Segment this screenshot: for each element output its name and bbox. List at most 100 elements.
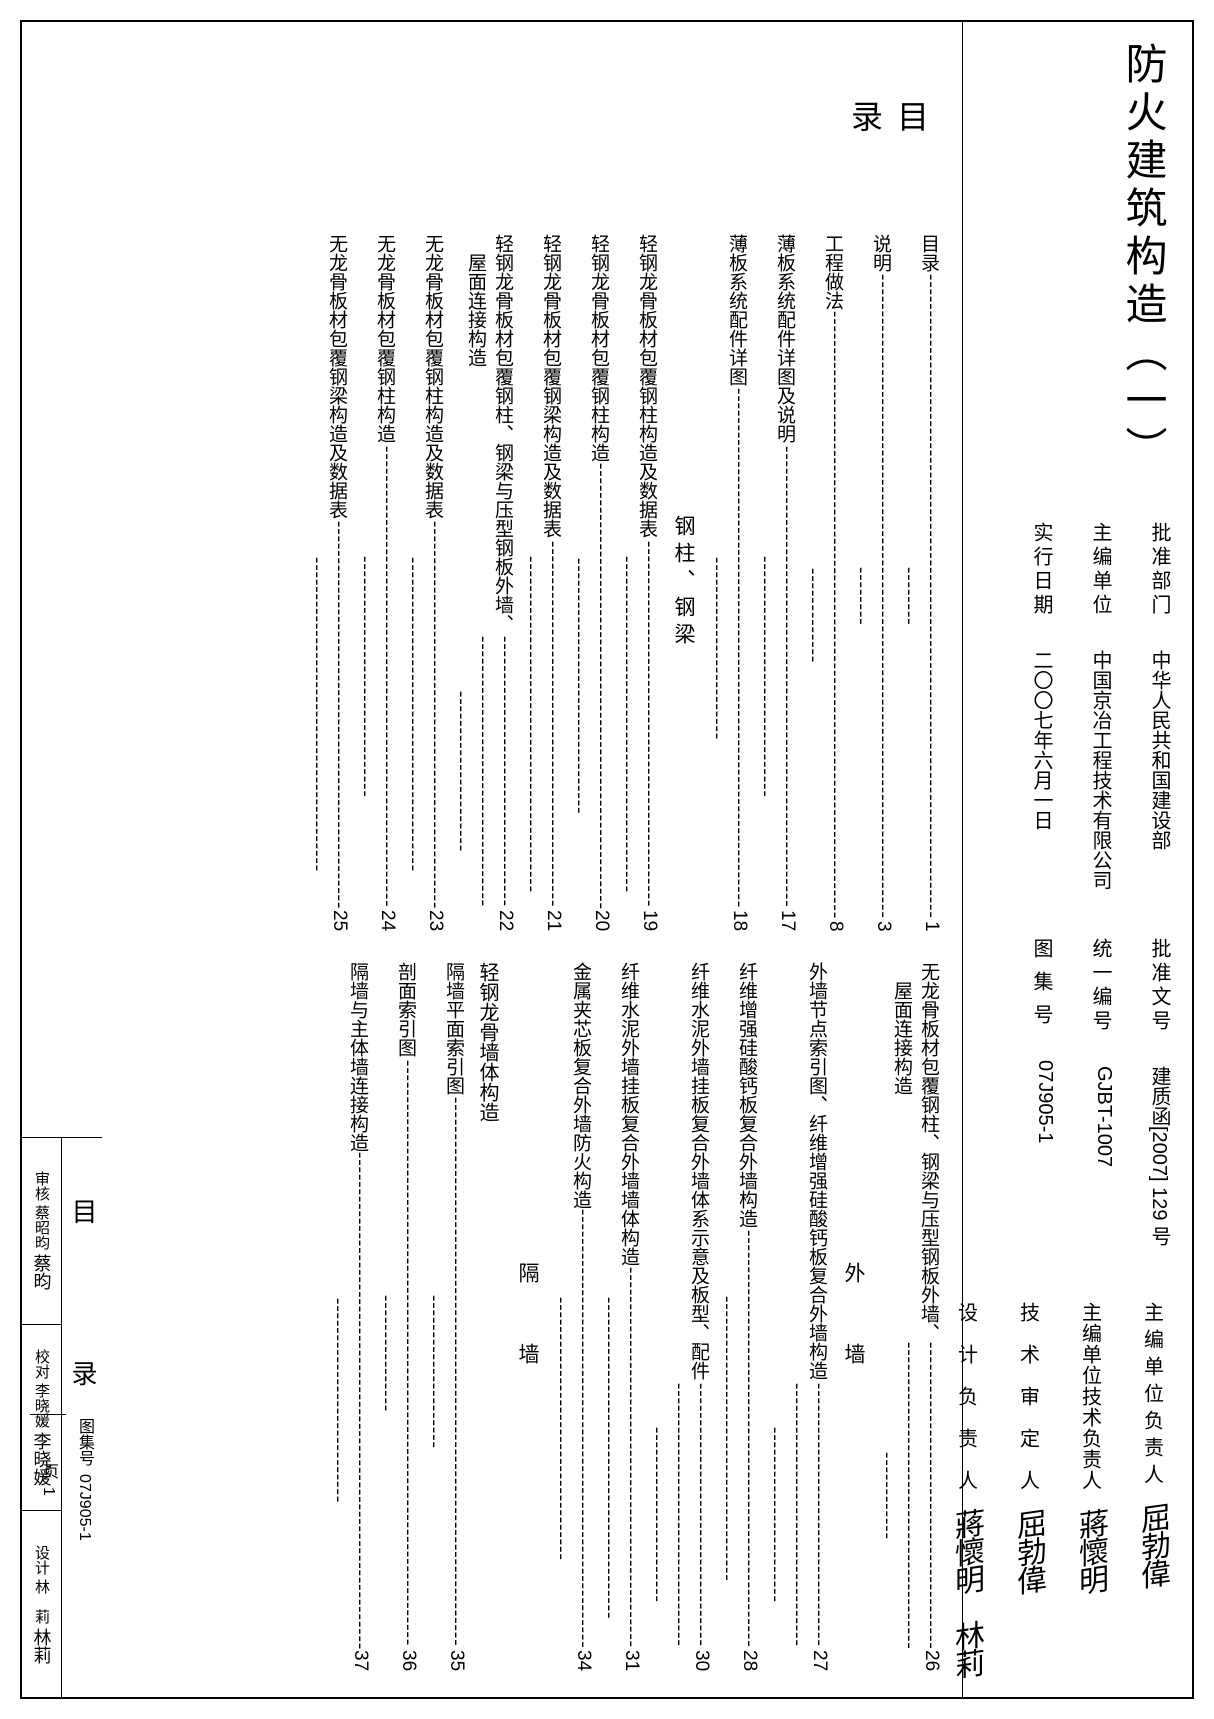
header-info-block: 防火建筑构造（一） 批准部门 中华人民共和国建设部 主编单位 中国京冶工程技术有… — [981, 42, 1174, 1246]
header-left-col: 批准部门 中华人民共和国建设部 主编单位 中国京冶工程技术有限公司 实行日期 二… — [981, 522, 1174, 890]
hdr-label: 统一编号 — [1086, 938, 1115, 1034]
toc-entry-text: 轻钢龙骨板材包覆钢柱构造及数据表 — [616, 234, 660, 538]
toc-leader — [550, 1209, 594, 1650]
toc-subheading: 钢柱、钢梁 — [668, 234, 698, 932]
signature-icon: 蔡昀 — [29, 1254, 55, 1290]
hdr-unified-no: 统一编号 GJBT-1007 — [1086, 938, 1115, 1246]
toc-entry-page: 1 — [898, 921, 942, 932]
signature-icon: 屈勃偉 — [1006, 1506, 1050, 1596]
document-title: 防火建筑构造（一） — [981, 42, 1174, 474]
toc-entry-text: 无龙骨板材包覆钢梁构造及数据表 — [306, 234, 350, 519]
hdr-approval-no: 批准文号 建质函[2007] 129 号 — [1145, 938, 1174, 1246]
toc-entry-page: 17 — [754, 910, 798, 931]
toc-entry-page: 22 — [450, 910, 516, 931]
toc-entry-page: 37 — [327, 1650, 371, 1671]
signature-icon: 蔣懷明 — [1068, 1506, 1112, 1596]
check-role: 设计 — [31, 1545, 52, 1575]
toc-entry-text: 隔墙平面索引图 — [423, 962, 467, 1095]
check-role: 校对 — [31, 1349, 52, 1379]
toc-leader — [754, 443, 798, 910]
toc-entry-text: 外墙节点索引图、纤维增强硅酸钙板复合外墙构造 — [764, 962, 830, 1380]
hdr-label: 批准部门 — [1145, 522, 1174, 618]
toc-leader — [876, 1342, 942, 1650]
sig-tech: 主编单位技术负责人 蔣懷明 — [1068, 1302, 1112, 1593]
toc-entry: 轻钢龙骨板材包覆钢柱构造及数据表 19 — [616, 234, 660, 932]
signature-icon: 蔣懷明 林莉 — [944, 1506, 988, 1680]
toc-leader — [850, 272, 894, 921]
landscape-sheet: 防火建筑构造（一） 批准部门 中华人民共和国建设部 主编单位 中国京冶工程技术有… — [22, 22, 1192, 1697]
toc-entry-text: 无龙骨板材包覆钢柱构造 — [354, 234, 398, 443]
check-name: 李晓媛 — [31, 1383, 52, 1428]
hdr-value: 中国京冶工程技术有限公司 — [1086, 650, 1115, 890]
toc-entry: 无龙骨板材包覆钢柱、钢梁与压型钢板外墙、 屋面连接构造26 — [876, 962, 942, 1671]
toc-entry-page: 3 — [850, 921, 894, 932]
toc-entry: 无龙骨板材包覆钢柱构造24 — [354, 234, 398, 932]
toc-entry-page: 19 — [616, 910, 660, 931]
hdr-label: 图 集 号 — [1027, 938, 1056, 1028]
toc-column-2: 无龙骨板材包覆钢柱、钢梁与压型钢板外墙、 屋面连接构造26 外 墙外墙节点索引图、… — [120, 962, 944, 1671]
toc-entry: 剖面索引图36 — [375, 962, 419, 1671]
signature-icon: 李晓媛 — [29, 1432, 55, 1486]
toc-entry: 无龙骨板材包覆钢柱构造及数据表23 — [402, 234, 446, 932]
toc-leader — [354, 443, 398, 910]
toc-entry-text: 工程做法 — [802, 234, 846, 310]
title-block-row: 目 录 图集号 07J905-1 页 1 — [61, 1138, 102, 1697]
toc-entry: 轻钢龙骨板材包覆钢柱构造 20 — [568, 234, 612, 932]
hdr-effective-date: 实行日期 二〇〇七年六月一日 — [1027, 522, 1056, 890]
sig-chief: 主 编 单 位 负 责 人 屈勃偉 — [1130, 1302, 1174, 1587]
toc-entry-page: 27 — [764, 1650, 830, 1671]
toc-entry-text: 目录 — [898, 234, 942, 272]
toc-entry-page: 35 — [423, 1650, 467, 1671]
check-name: 蔡昭昀 — [31, 1205, 52, 1250]
title-block: 目 录 图集号 07J905-1 页 1 审核 蔡昭昀 蔡昀 — [22, 1137, 102, 1697]
titleblock-checks: 审核 蔡昭昀 蔡昀 校对 李晓媛 李晓媛 设计 林 莉 林莉 — [22, 1138, 61, 1697]
toc-entry-page: 8 — [802, 921, 846, 932]
toc-entry: 纤维水泥外墙挂板复合外墙体系示意及板型、配件30 — [646, 962, 712, 1671]
signature-icon: 林莉 — [29, 1628, 55, 1664]
toc-entry: 工程做法 8 — [802, 234, 846, 932]
hdr-label: 主编单位 — [1086, 522, 1115, 618]
toc-bold-line: 轻钢龙骨墙体构造 — [473, 962, 502, 1671]
check-role: 审核 — [31, 1171, 52, 1201]
toc-entry-page: 23 — [402, 910, 446, 931]
toc-entry-page: 36 — [375, 1650, 419, 1671]
page-frame: 防火建筑构造（一） 批准部门 中华人民共和国建设部 主编单位 中国京冶工程技术有… — [20, 20, 1194, 1699]
toc-entry-text: 金属夹芯板复合外墙防火构造 — [550, 962, 594, 1209]
toc-entry-page: 31 — [598, 1650, 642, 1671]
toc-entry-text: 无龙骨板材包覆钢柱、钢梁与压型钢板外墙、 屋面连接构造 — [876, 962, 942, 1342]
toc-entry: 隔墙平面索引图 35 — [423, 962, 467, 1671]
toc-entry-text: 纤维增强硅酸钙板复合外墙构造 — [716, 962, 760, 1228]
hdr-label: 实行日期 — [1027, 522, 1056, 618]
toc-entry: 金属夹芯板复合外墙防火构造34 — [550, 962, 594, 1671]
check-审核: 审核 蔡昭昀 蔡昀 — [22, 1138, 61, 1324]
toc-entry-text: 轻钢龙骨板材包覆钢柱构造 — [568, 234, 612, 462]
toc-leader — [646, 1380, 712, 1650]
hdr-value: 二〇〇七年六月一日 — [1027, 650, 1056, 830]
hdr-approve-dept: 批准部门 中华人民共和国建设部 — [1145, 522, 1174, 890]
toc-leader — [306, 519, 350, 910]
toc-entry: 外墙节点索引图、纤维增强硅酸钙板复合外墙构造 27 — [764, 962, 830, 1671]
toc-subheading: 外 墙 — [838, 962, 868, 1671]
hdr-value: 建质函[2007] 129 号 — [1145, 1066, 1174, 1246]
check-设计: 设计 林 莉 林莉 — [22, 1510, 61, 1697]
sig-role: 主编单位技术负责人 — [1076, 1302, 1105, 1491]
check-校对: 校对 李晓媛 李晓媛 — [22, 1324, 61, 1511]
toc-leader — [423, 1095, 467, 1650]
toc-entry-text: 隔墙与主体墙连接构造 — [327, 962, 371, 1152]
toc-entry: 隔墙与主体墙连接构造 37 — [327, 962, 371, 1671]
toc-entry: 无龙骨板材包覆钢梁构造及数据表25 — [306, 234, 350, 932]
toc-entry-text: 说明 — [850, 234, 894, 272]
toc-leader — [616, 538, 660, 910]
signature-icon: 屈勃偉 — [1130, 1500, 1174, 1590]
toc-entry: 目录 1 — [898, 234, 942, 932]
toc-subheading: 隔 墙 — [512, 962, 542, 1671]
toc-entry-page: 20 — [568, 910, 612, 931]
toc-entry: 纤维增强硅酸钙板复合外墙构造28 — [716, 962, 760, 1671]
toc-leader — [375, 1057, 419, 1650]
header-mid-col: 批准文号 建质函[2007] 129 号 统一编号 GJBT-1007 图 集 … — [981, 938, 1174, 1246]
toc-leader — [450, 633, 516, 910]
toc-entry-text: 轻钢龙骨板材包覆钢柱、钢梁与压型钢板外墙、 屋面连接构造 — [450, 234, 516, 633]
check-name: 林 莉 — [31, 1579, 52, 1624]
hdr-label: 批准文号 — [1145, 938, 1174, 1034]
toc-entry: 纤维水泥外墙挂板复合外墙墙体构造31 — [598, 962, 642, 1671]
